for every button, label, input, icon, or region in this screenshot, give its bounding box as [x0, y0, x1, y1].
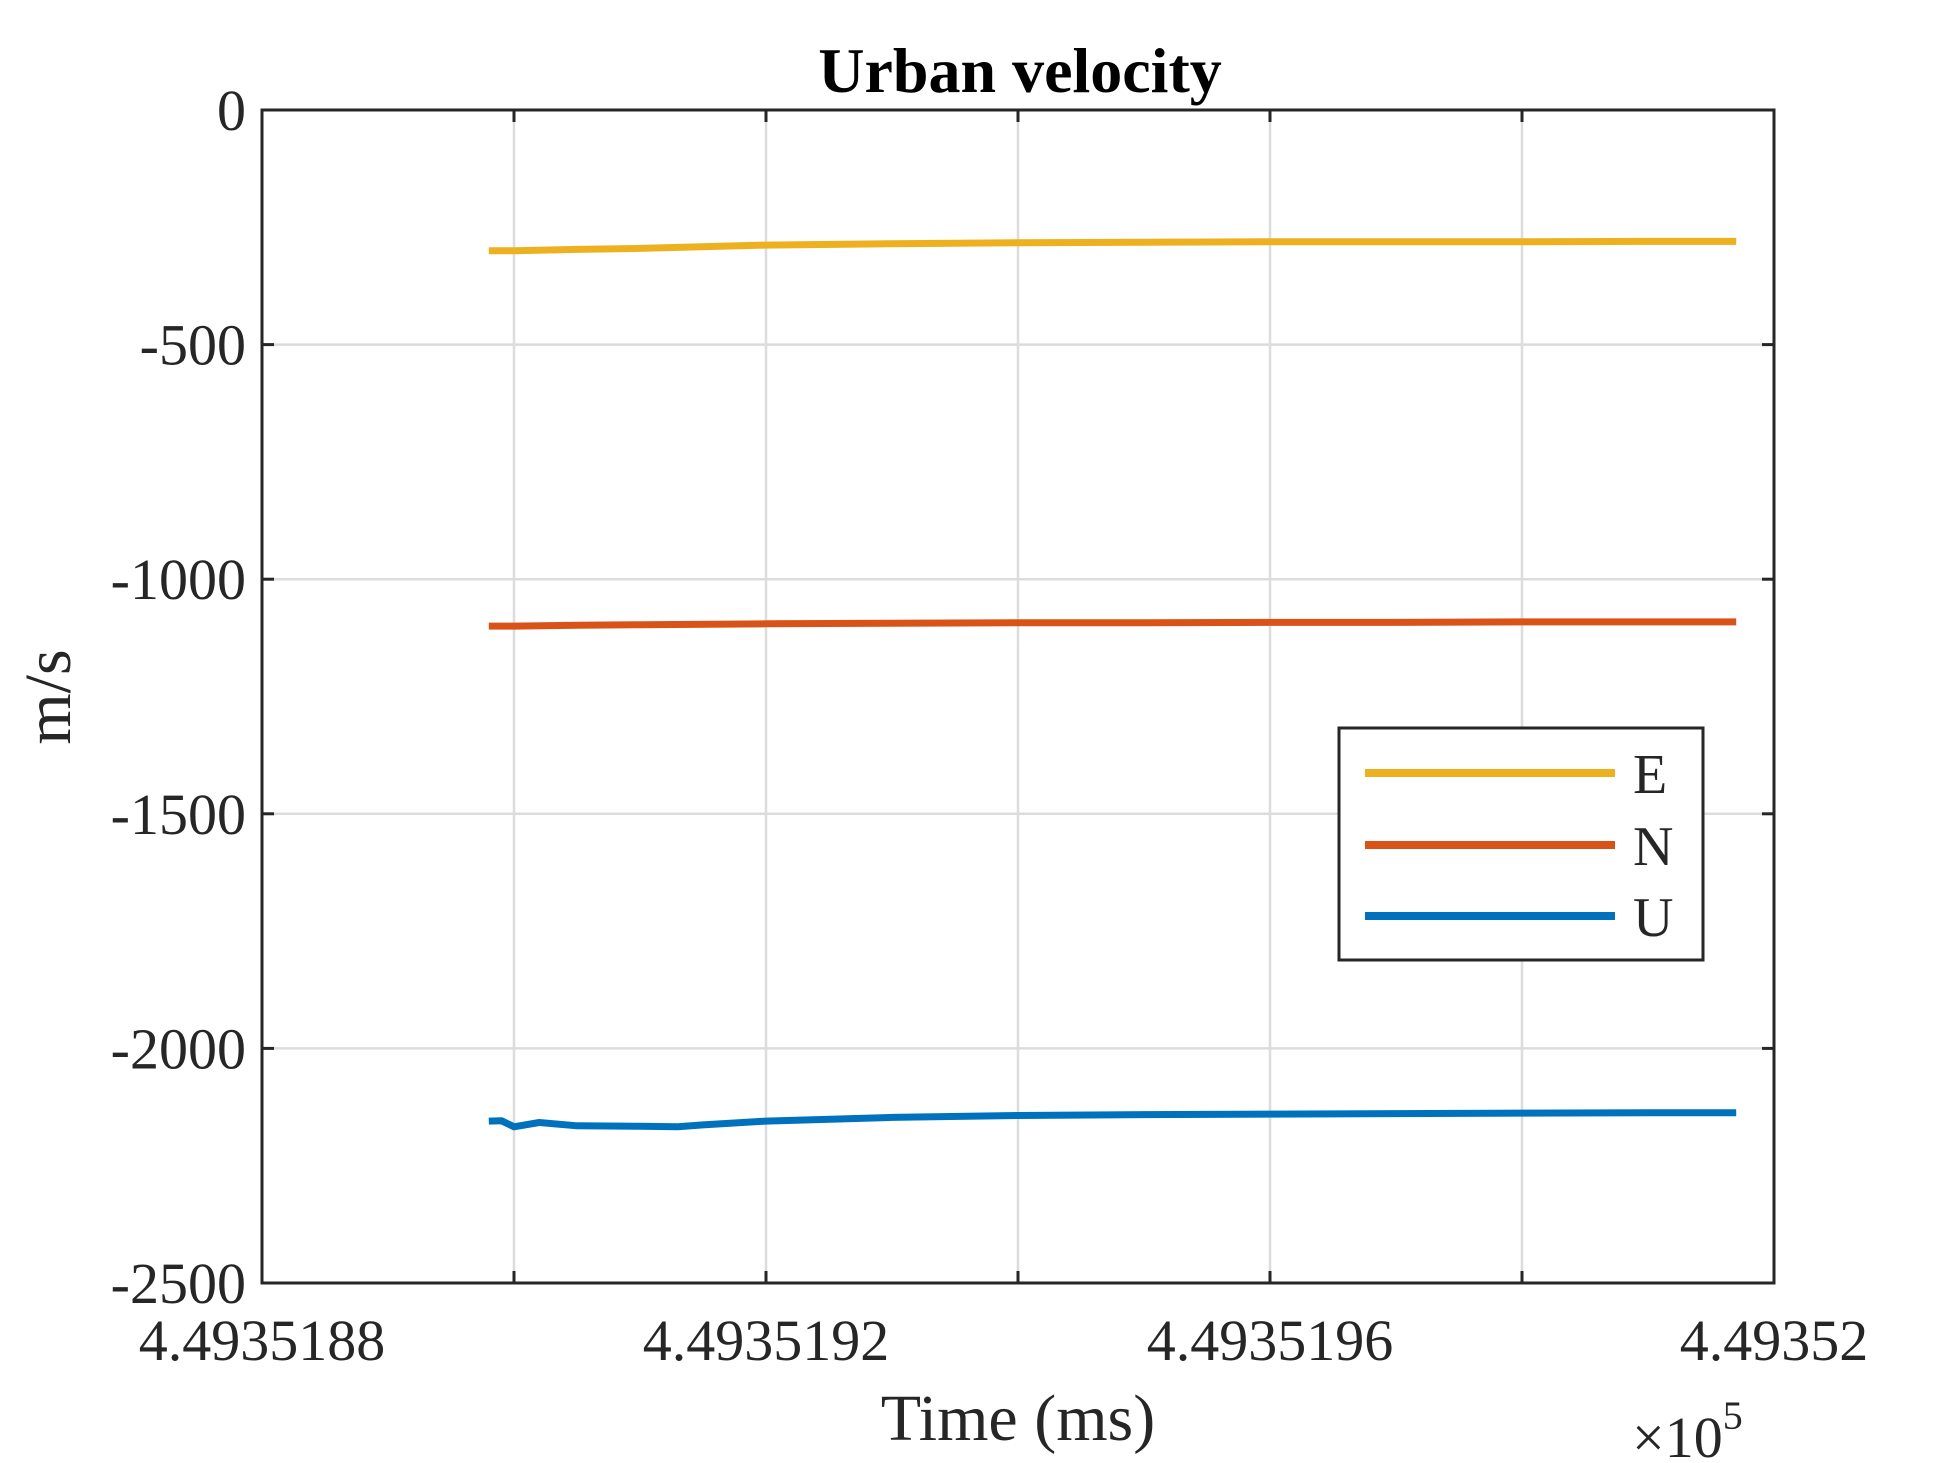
x-tick-labels: 4.4935188 4.4935192 4.4935196 4.49352 [139, 1308, 1869, 1373]
x-multiplier-base: ×10 [1632, 1405, 1723, 1463]
y-tick-label: -2500 [111, 1251, 246, 1316]
y-axis-label: m/s [12, 649, 85, 744]
x-tick-label: 4.4935188 [139, 1308, 386, 1373]
x-tick-label: 4.4935196 [1147, 1308, 1394, 1373]
x-multiplier-exponent: 5 [1723, 1393, 1743, 1438]
y-tick-labels: 0 -500 -1000 -1500 -2000 -2500 [111, 78, 246, 1316]
tick-marks [260, 108, 1776, 1285]
x-tick-label: 4.4935192 [643, 1308, 890, 1373]
legend-label-E: E [1633, 744, 1667, 806]
y-tick-label: -500 [140, 313, 246, 378]
legend: E N U [1337, 726, 1705, 962]
series-line-N [488, 618, 1737, 630]
x-axis-multiplier: ×105 [1632, 1393, 1743, 1463]
y-tick-label: 0 [217, 78, 246, 143]
legend-label-N: N [1633, 816, 1673, 878]
y-tick-label: -2000 [111, 1016, 246, 1081]
x-axis-label: Time (ms) [881, 1382, 1155, 1455]
legend-label-U: U [1633, 887, 1673, 949]
series-line-U [488, 1109, 1737, 1131]
y-tick-label: -1500 [111, 782, 246, 847]
y-tick-label: -1000 [111, 547, 246, 612]
x-tick-label: 4.49352 [1680, 1308, 1869, 1373]
chart-title: Urban velocity [818, 35, 1222, 106]
series-layer [488, 237, 1737, 1131]
series-line-E [488, 237, 1737, 255]
grid-lines [262, 110, 1774, 1283]
